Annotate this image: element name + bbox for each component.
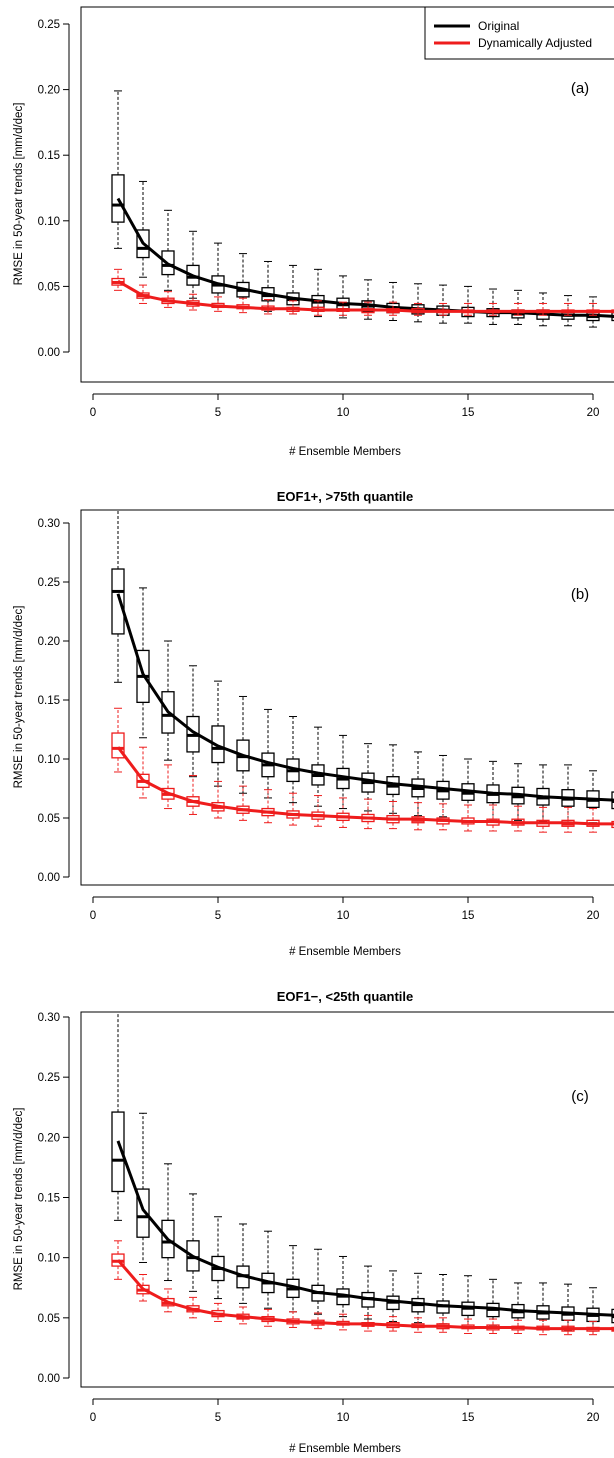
y-tick-label: 0.00 xyxy=(38,1373,60,1385)
y-tick-label: 0.10 xyxy=(38,754,60,766)
x-axis-title: # Ensemble Members xyxy=(289,1443,401,1455)
y-tick-label: 0.05 xyxy=(38,281,60,293)
y-tick-label: 0.15 xyxy=(38,1193,60,1205)
y-axis-title: RMSE in 50-year trends [mm/d/dec] xyxy=(13,103,25,286)
legend: Original Dynamically Adjusted xyxy=(424,6,614,60)
panel-label: (c) xyxy=(571,1088,589,1105)
series-adjusted xyxy=(111,268,614,316)
y-axis-title: RMSE in 50-year trends [mm/d/dec] xyxy=(13,1108,25,1291)
y-tick-label: 0.05 xyxy=(38,813,60,825)
plot-area xyxy=(111,1013,614,1336)
series-adjusted xyxy=(111,1240,614,1336)
legend-box xyxy=(424,6,614,60)
plot-frame xyxy=(80,509,614,886)
box xyxy=(111,174,125,223)
panel-title: EOF1−, <25th quantile xyxy=(277,989,414,1004)
x-tick-label: 10 xyxy=(337,407,350,419)
y-tick-label: 0.25 xyxy=(38,19,60,31)
x-axis-title: # Ensemble Members xyxy=(289,946,401,958)
x-tick-label: 0 xyxy=(90,910,96,922)
plot-area xyxy=(111,90,614,328)
panel-b-marks: 0.00 0.05 0.10 0.15 0.20 0.25 0.30 0 5 10 15 20 xyxy=(38,511,614,922)
y-axis-title: RMSE in 50-year trends [mm/d/dec] xyxy=(13,606,25,789)
y-tick-label: 0.10 xyxy=(38,1253,60,1265)
plot-area xyxy=(111,511,614,833)
box xyxy=(186,264,200,286)
series-original xyxy=(111,1013,614,1332)
x-tick-label: 10 xyxy=(337,910,350,922)
x-tick-label: 15 xyxy=(462,1412,475,1424)
y-tick-label: 0.25 xyxy=(38,1072,60,1084)
box xyxy=(111,732,125,759)
panel-c-marks: 0.00 0.05 0.10 0.15 0.20 0.25 0.30 0 5 10 15 20 xyxy=(38,1012,614,1424)
legend-label-adjusted: Dynamically Adjusted xyxy=(478,36,592,50)
mean-line xyxy=(116,1259,614,1331)
panel-title: EOF1+, >75th quantile xyxy=(277,489,414,504)
x-tick-label: 10 xyxy=(337,1412,350,1424)
mean-line xyxy=(117,279,614,313)
plot-frame xyxy=(80,6,614,383)
box xyxy=(161,1219,175,1259)
x-tick-label: 0 xyxy=(90,407,96,419)
x-tick-label: 15 xyxy=(462,910,475,922)
y-tick-label: 0.05 xyxy=(38,1313,60,1325)
series-original xyxy=(111,511,614,824)
y-tick-label: 0.00 xyxy=(38,347,60,359)
x-tick-label: 5 xyxy=(215,910,221,922)
y-tick-label: 0.15 xyxy=(38,695,60,707)
y-tick-label: 0.00 xyxy=(38,872,60,884)
plot-frame xyxy=(80,1011,614,1388)
box xyxy=(136,1188,150,1238)
x-tick-label: 20 xyxy=(587,1412,600,1424)
panel-c: EOF1−, <25th quantile 0.000.050.100.150.… xyxy=(13,989,614,1455)
mean-line xyxy=(116,1140,614,1317)
y-tick-label: 0.20 xyxy=(38,636,60,648)
panel-label: (b) xyxy=(571,586,589,603)
series-original xyxy=(111,90,614,328)
mean-line xyxy=(116,746,614,826)
panel-a: 0.00 0.05 0.10 0.15 0.20 0.25 0 5 10 15 20 RMSE in… xyxy=(13,6,614,458)
x-axis-title: # Ensemble Members xyxy=(289,446,401,458)
box xyxy=(161,691,175,734)
mean-line xyxy=(116,197,614,318)
y-tick-label: 0.25 xyxy=(38,577,60,589)
panel-b: EOF1+, >75th quantile 0.000.050.100.150.… xyxy=(13,489,614,958)
y-tick-label: 0.30 xyxy=(38,518,60,530)
box xyxy=(161,250,175,276)
series-adjusted xyxy=(111,707,614,833)
y-tick-label: 0.20 xyxy=(38,1132,60,1144)
x-tick-label: 20 xyxy=(587,910,600,922)
x-tick-label: 20 xyxy=(587,407,600,419)
box xyxy=(111,1111,125,1193)
box xyxy=(136,229,150,259)
legend-label-original: Original xyxy=(478,19,519,33)
panel-a-marks: 0.00 0.05 0.10 0.15 0.20 0.25 0 5 10 15 20 xyxy=(38,19,614,419)
y-tick-label: 0.10 xyxy=(38,216,60,228)
x-tick-label: 15 xyxy=(462,407,475,419)
mean-line xyxy=(116,593,614,802)
y-tick-label: 0.20 xyxy=(38,85,60,97)
y-tick-label: 0.15 xyxy=(38,150,60,162)
y-tick-label: 0.30 xyxy=(38,1012,60,1024)
x-tick-label: 5 xyxy=(215,407,221,419)
x-tick-label: 0 xyxy=(90,1412,96,1424)
box xyxy=(186,1240,200,1272)
box xyxy=(111,568,125,635)
panel-label: (a) xyxy=(571,80,589,97)
x-tick-label: 5 xyxy=(215,1412,221,1424)
